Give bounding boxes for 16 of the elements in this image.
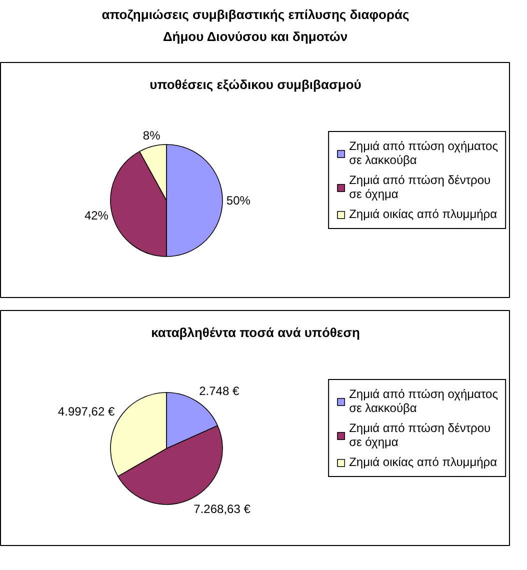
data-label: 2.748 €: [199, 384, 240, 398]
legend-label: Ζημιά από πτώση δέντρου σε όχημα: [349, 421, 491, 449]
chart-title: καταβληθέντα ποσά ανά υπόθεση: [151, 325, 360, 340]
legend-label: Ζημιά οικίας από πλυμμήρα: [349, 207, 498, 221]
text: αποζημιώσεις συμβιβαστικής επίλυσης διαφοράς: [102, 7, 410, 22]
data-label: 42%: [84, 208, 109, 222]
legend-label: Ζημιά από πτώση οχήματος σε λακκούβα: [349, 387, 498, 415]
chart-title: υποθέσεις εξώδικου συμβιβασμού: [150, 77, 362, 92]
legend-label: Ζημιά από πτώση δέντρου σε όχημα: [349, 173, 491, 201]
data-label: 8%: [142, 128, 161, 142]
legend-label: Ζημιά από πτώση οχήματος σε λακκούβα: [349, 139, 498, 167]
data-label: 4.997,62 €: [58, 404, 115, 418]
data-label: 7.268,63 €: [194, 502, 251, 516]
legend-label: Ζημιά οικίας από πλυμμήρα: [349, 455, 498, 469]
data-label: 50%: [226, 194, 251, 208]
text: Δήμου Διονύσου και δημοτών: [162, 29, 348, 44]
